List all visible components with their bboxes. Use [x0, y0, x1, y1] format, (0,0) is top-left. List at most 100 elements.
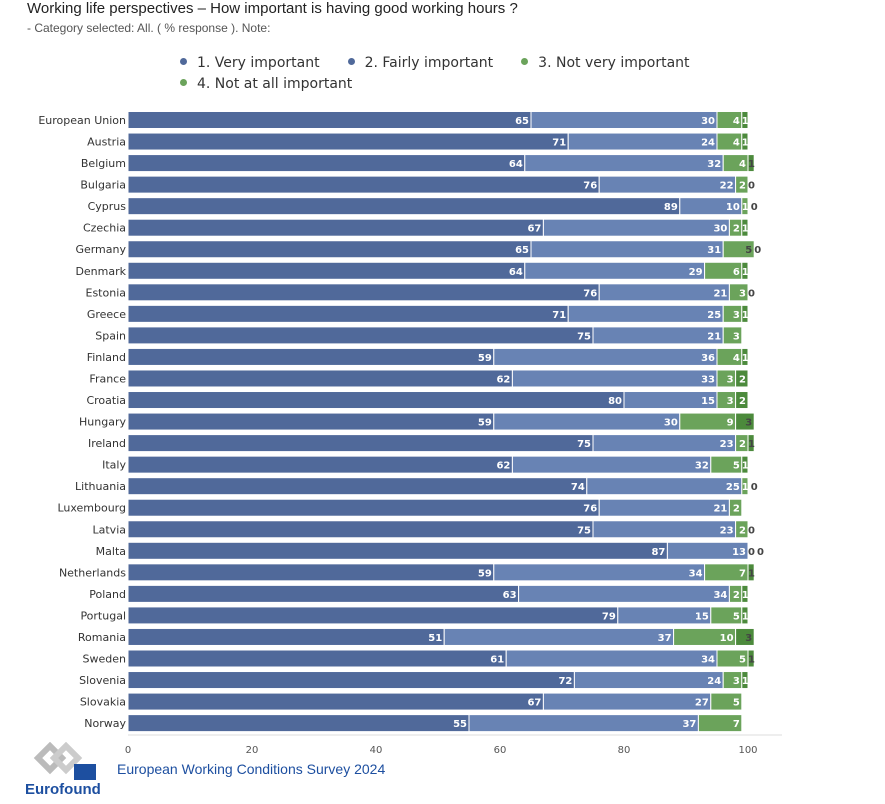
bar-segment: [127, 132, 569, 151]
data-label: 1: [748, 159, 755, 170]
bar-segment: [127, 326, 594, 345]
data-label: 1: [742, 461, 749, 472]
data-label: 25: [726, 482, 740, 493]
data-label: 72: [558, 676, 572, 687]
data-label: 5: [745, 245, 752, 256]
category-label: France: [89, 372, 126, 385]
bar-segment: [747, 434, 755, 453]
data-label: 75: [577, 525, 591, 536]
bar-segment: [505, 649, 718, 668]
bar-segment: [567, 132, 718, 151]
data-label: 6: [733, 267, 740, 278]
data-label: 3: [739, 288, 746, 299]
data-label: 2: [733, 504, 740, 515]
bar-segment: [127, 175, 600, 194]
bar-segment: [735, 175, 749, 194]
legend-item[interactable]: 1. Very important: [180, 53, 320, 74]
bar-segment: [127, 111, 532, 129]
data-label: 0: [748, 288, 755, 299]
category-label: European Union: [38, 114, 126, 127]
data-label: 0: [751, 202, 758, 213]
data-label: 2: [739, 181, 746, 192]
data-label: 1: [742, 611, 749, 622]
bar-segment: [127, 520, 594, 539]
data-label: 4: [739, 159, 746, 170]
data-label: 62: [496, 374, 510, 385]
data-label: 5: [733, 461, 740, 472]
bar-segment: [741, 261, 749, 280]
data-label: 79: [602, 611, 616, 622]
bar-segment: [735, 627, 755, 646]
bar-segment: [592, 520, 737, 539]
data-label: 2: [733, 590, 740, 601]
bar-segment: [127, 606, 619, 625]
data-label: 4: [733, 116, 740, 127]
logo-text: Eurofound: [25, 781, 101, 798]
data-label: 30: [664, 418, 678, 429]
data-label: 2: [739, 439, 746, 450]
legend-item[interactable]: 3. Not very important: [521, 53, 690, 74]
bar-segment: [741, 218, 749, 237]
bar-segment: [728, 498, 743, 517]
data-label: 25: [707, 310, 721, 321]
data-label: 59: [478, 353, 492, 364]
data-label: 1: [742, 353, 749, 364]
bar-segment: [741, 197, 749, 216]
bar-segment: [741, 455, 749, 474]
data-label: 59: [478, 568, 492, 579]
bar-segment: [722, 326, 743, 345]
bar-segment: [741, 304, 749, 323]
bar-segment: [741, 132, 749, 151]
bar-segment: [741, 584, 749, 603]
legend-dot-icon: [347, 57, 355, 65]
legend-label: 2. Fairly important: [364, 55, 494, 71]
data-label: 36: [701, 353, 715, 364]
category-label: Cyprus: [88, 200, 127, 213]
data-label: 30: [713, 224, 727, 235]
legend-dot-icon: [180, 57, 187, 65]
data-label: 34: [689, 568, 703, 579]
data-label: 0: [742, 698, 749, 709]
category-label: Norway: [84, 717, 126, 730]
category-label: Lithuania: [75, 480, 126, 493]
data-label: 27: [695, 698, 709, 709]
x-tick-label: 0: [125, 745, 131, 756]
data-label: 30: [701, 116, 715, 127]
legend-item[interactable]: 2. Fairly important: [347, 53, 494, 74]
data-label: 34: [713, 590, 727, 601]
data-label: 1: [742, 676, 749, 687]
data-label: 65: [515, 245, 529, 256]
data-label: 67: [527, 224, 541, 235]
data-label: 10: [720, 633, 734, 644]
bar-segment: [747, 154, 755, 173]
data-label: 37: [682, 719, 696, 730]
data-label: 1: [742, 267, 749, 278]
category-label: Belgium: [81, 157, 126, 170]
category-label: Croatia: [86, 394, 126, 407]
data-label: 0: [748, 547, 755, 558]
data-label: 51: [428, 633, 442, 644]
x-tick-label: 40: [370, 745, 383, 756]
bar-segment: [747, 563, 755, 582]
bar-segment: [493, 563, 706, 582]
data-label: 7: [739, 568, 746, 579]
data-label: 1: [742, 116, 749, 127]
legend-label: 4. Not at all important: [197, 76, 353, 92]
bar-segment: [127, 584, 520, 603]
data-label: 3: [745, 633, 752, 644]
bar-segment: [127, 391, 625, 410]
data-label: 23: [720, 439, 734, 450]
category-label: Spain: [95, 329, 126, 342]
data-label: 71: [552, 138, 566, 149]
category-label: Latvia: [93, 523, 127, 536]
data-label: 2: [739, 396, 746, 407]
category-label: Finland: [87, 351, 126, 364]
data-label: 0: [742, 719, 749, 730]
bar-segment: [592, 326, 724, 345]
legend-item[interactable]: 4. Not at all important: [180, 74, 352, 95]
data-label: 71: [552, 310, 566, 321]
bar-segment: [127, 434, 594, 453]
bar-segment: [741, 347, 749, 366]
data-label: 37: [658, 633, 672, 644]
data-label: 29: [689, 267, 703, 278]
